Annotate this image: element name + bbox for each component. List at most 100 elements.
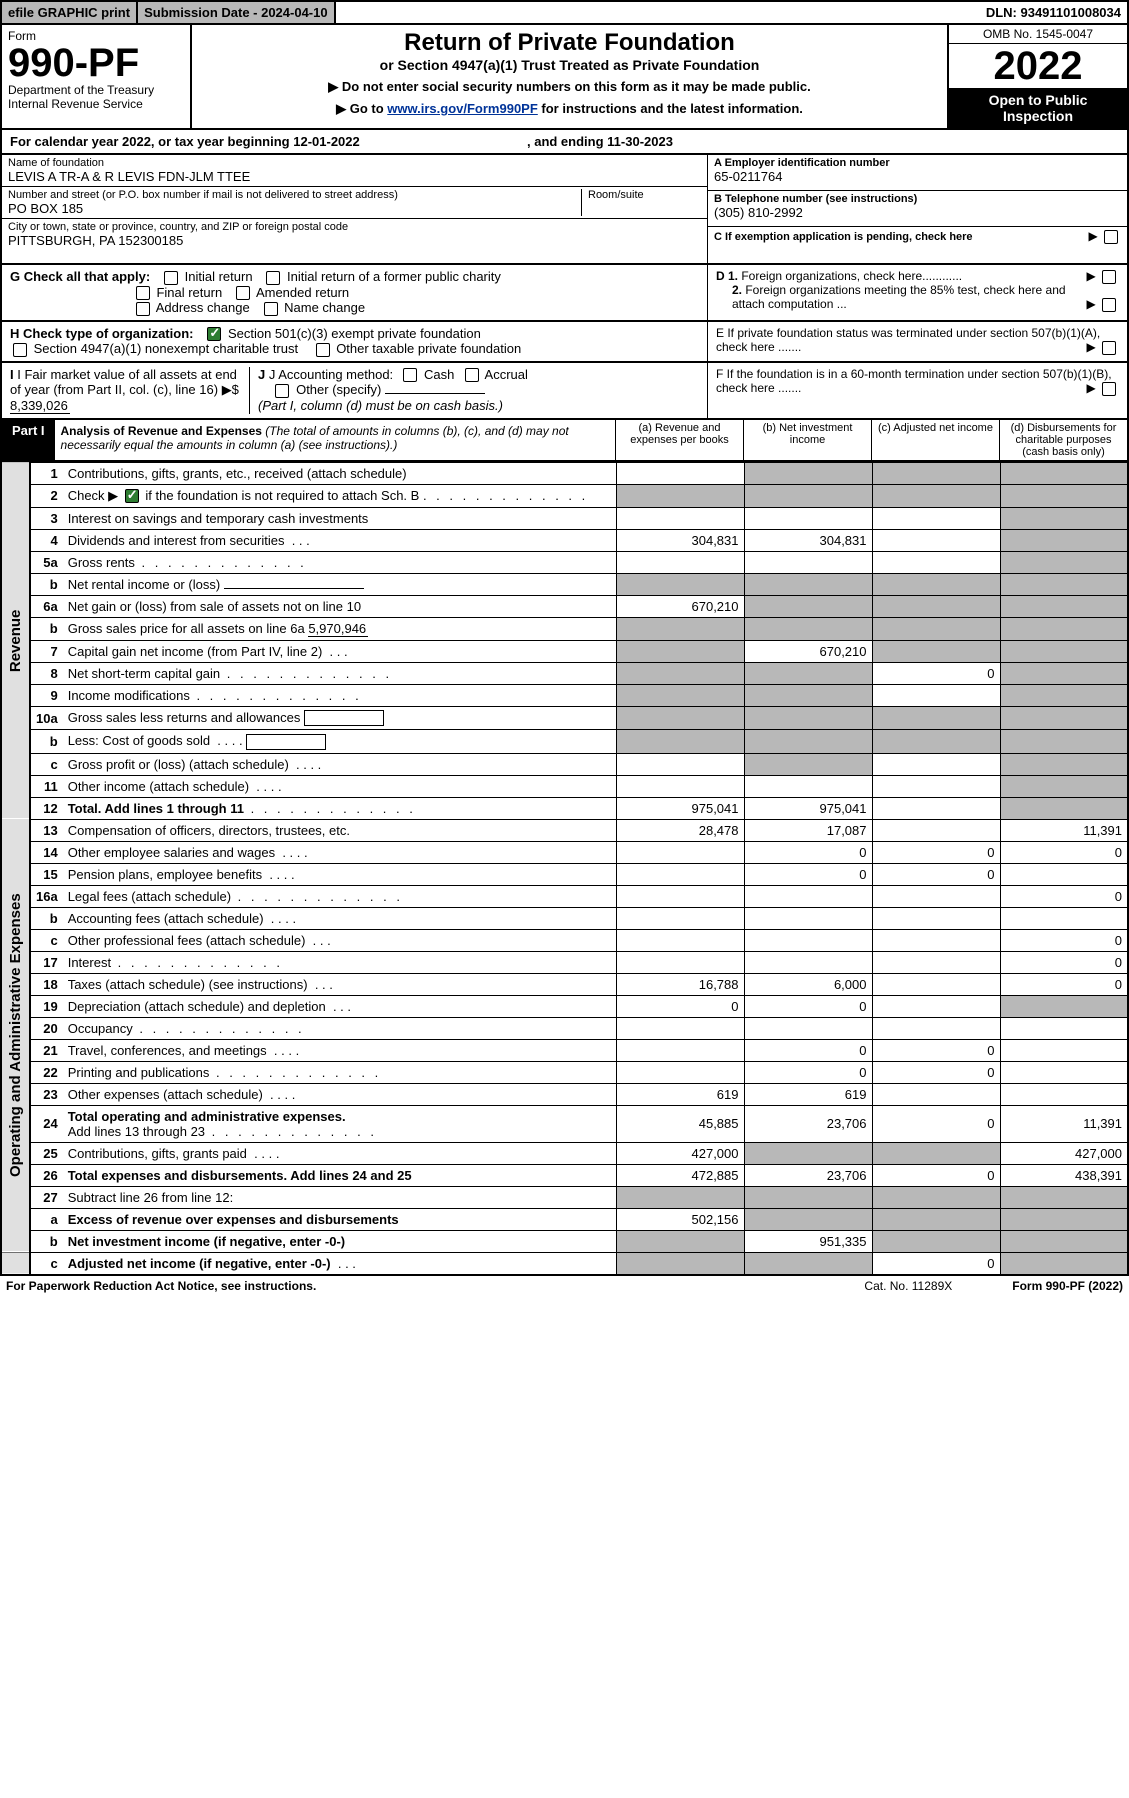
line-2: Check ▶ if the foundation is not require… bbox=[63, 484, 616, 507]
cb-501c3[interactable] bbox=[207, 327, 221, 341]
revenue-side-label: Revenue bbox=[1, 462, 30, 819]
line-16c: Other professional fees (attach schedule… bbox=[63, 929, 616, 951]
form-title: Return of Private Foundation bbox=[200, 29, 939, 57]
line-27a: Excess of revenue over expenses and disb… bbox=[63, 1208, 616, 1230]
irs-link[interactable]: www.irs.gov/Form990PF bbox=[387, 101, 538, 116]
d2-label: 2. Foreign organizations meeting the 85%… bbox=[716, 283, 1119, 311]
line-10b: Less: Cost of goods sold . . . . bbox=[63, 730, 616, 754]
line-20: Occupancy bbox=[63, 1017, 616, 1039]
dln: DLN: 93491101008034 bbox=[980, 2, 1127, 23]
line-5a: Gross rents bbox=[63, 551, 616, 573]
efile-print-button[interactable]: efile GRAPHIC print bbox=[2, 2, 138, 23]
name-label: Name of foundation bbox=[8, 157, 701, 169]
line-22: Printing and publications bbox=[63, 1061, 616, 1083]
paperwork-notice: For Paperwork Reduction Act Notice, see … bbox=[6, 1279, 316, 1293]
exemption-checkbox[interactable] bbox=[1104, 230, 1118, 244]
cb-initial[interactable] bbox=[164, 271, 178, 285]
cb-name-change[interactable] bbox=[264, 302, 278, 316]
form-ref: Form 990-PF (2022) bbox=[1012, 1279, 1123, 1293]
line-15: Pension plans, employee benefits . . . . bbox=[63, 863, 616, 885]
line-26: Total expenses and disbursements. Add li… bbox=[63, 1164, 616, 1186]
line-23: Other expenses (attach schedule) . . . . bbox=[63, 1083, 616, 1105]
foundation-name: LEVIS A TR-A & R LEVIS FDN-JLM TTEE bbox=[8, 169, 701, 184]
exemption-label: C If exemption application is pending, c… bbox=[714, 231, 973, 243]
cb-final[interactable] bbox=[136, 286, 150, 300]
col-a-header: (a) Revenue and expenses per books bbox=[615, 420, 743, 460]
phone-label: B Telephone number (see instructions) bbox=[714, 193, 1121, 205]
cb-other-method[interactable] bbox=[275, 384, 289, 398]
cb-d1[interactable] bbox=[1102, 270, 1116, 284]
room-label: Room/suite bbox=[588, 189, 701, 201]
cb-other-taxable[interactable] bbox=[316, 343, 330, 357]
calendar-year-row: For calendar year 2022, or tax year begi… bbox=[0, 130, 1129, 155]
line-6b: Gross sales price for all assets on line… bbox=[63, 617, 616, 640]
line-11: Other income (attach schedule) . . . . bbox=[63, 775, 616, 797]
city-label: City or town, state or province, country… bbox=[8, 221, 701, 233]
form-number: 990-PF bbox=[8, 43, 184, 83]
cb-f[interactable] bbox=[1102, 382, 1116, 396]
cb-e[interactable] bbox=[1102, 341, 1116, 355]
address-label: Number and street (or P.O. box number if… bbox=[8, 189, 581, 201]
line-16b: Accounting fees (attach schedule) . . . … bbox=[63, 907, 616, 929]
omb-number: OMB No. 1545-0047 bbox=[949, 25, 1127, 44]
cb-cash[interactable] bbox=[403, 368, 417, 382]
line-16a: Legal fees (attach schedule) bbox=[63, 885, 616, 907]
cb-4947[interactable] bbox=[13, 343, 27, 357]
year-end: 11-30-2023 bbox=[607, 134, 673, 149]
line-5b: Net rental income or (loss) bbox=[63, 573, 616, 595]
cb-address-change[interactable] bbox=[136, 302, 150, 316]
instruction-link: ▶ Go to www.irs.gov/Form990PF for instru… bbox=[200, 101, 939, 117]
part1-label: Part I bbox=[2, 420, 55, 460]
year-begin: 12-01-2022 bbox=[293, 134, 360, 149]
part1-header: Part I Analysis of Revenue and Expenses … bbox=[0, 420, 1129, 462]
ein: 65-0211764 bbox=[714, 169, 1121, 184]
cb-initial-former[interactable] bbox=[266, 271, 280, 285]
form-subtitle: or Section 4947(a)(1) Trust Treated as P… bbox=[200, 57, 939, 73]
line-17: Interest bbox=[63, 951, 616, 973]
cb-accrual[interactable] bbox=[465, 368, 479, 382]
section-ij-f: I I Fair market value of all assets at e… bbox=[0, 363, 1129, 420]
j-note: (Part I, column (d) must be on cash basi… bbox=[258, 398, 503, 413]
open-inspection: Open to Public Inspection bbox=[949, 88, 1127, 128]
col-d-header: (d) Disbursements for charitable purpose… bbox=[999, 420, 1127, 460]
line-6a: Net gain or (loss) from sale of assets n… bbox=[63, 595, 616, 617]
line-7: Capital gain net income (from Part IV, l… bbox=[63, 640, 616, 662]
section-g-d: G Check all that apply: Initial return I… bbox=[0, 265, 1129, 322]
line-9: Income modifications bbox=[63, 684, 616, 706]
form-header: Form 990-PF Department of the Treasury I… bbox=[0, 25, 1129, 130]
line-8: Net short-term capital gain bbox=[63, 662, 616, 684]
line-10a: Gross sales less returns and allowances bbox=[63, 706, 616, 730]
col-b-header: (b) Net investment income bbox=[743, 420, 871, 460]
line-27c: Adjusted net income (if negative, enter … bbox=[63, 1252, 616, 1275]
line-10c: Gross profit or (loss) (attach schedule)… bbox=[63, 753, 616, 775]
address: PO BOX 185 bbox=[8, 201, 581, 216]
g-label: G Check all that apply: bbox=[10, 269, 150, 284]
fmv-value: 8,339,026 bbox=[10, 398, 70, 414]
submission-date: Submission Date - 2024-04-10 bbox=[138, 2, 336, 23]
line-1: Contributions, gifts, grants, etc., rece… bbox=[63, 462, 616, 484]
cb-d2[interactable] bbox=[1102, 298, 1116, 312]
line-14: Other employee salaries and wages . . . … bbox=[63, 841, 616, 863]
h-label: H Check type of organization: bbox=[10, 326, 193, 341]
entity-info: Name of foundation LEVIS A TR-A & R LEVI… bbox=[0, 155, 1129, 265]
city-state-zip: PITTSBURGH, PA 152300185 bbox=[8, 233, 701, 248]
phone: (305) 810-2992 bbox=[714, 205, 1121, 220]
tax-year: 2022 bbox=[949, 44, 1127, 88]
line-27: Subtract line 26 from line 12: bbox=[63, 1186, 616, 1208]
section-h-e: H Check type of organization: Section 50… bbox=[0, 322, 1129, 363]
line-4: Dividends and interest from securities .… bbox=[63, 529, 616, 551]
e-label: E If private foundation status was termi… bbox=[716, 326, 1100, 354]
line-12: Total. Add lines 1 through 11 bbox=[63, 797, 616, 819]
page-footer: For Paperwork Reduction Act Notice, see … bbox=[0, 1276, 1129, 1295]
top-bar: efile GRAPHIC print Submission Date - 20… bbox=[0, 0, 1129, 25]
d1-label: D 1. Foreign organizations, check here..… bbox=[716, 269, 1119, 283]
line-25: Contributions, gifts, grants paid . . . … bbox=[63, 1142, 616, 1164]
cb-schb[interactable] bbox=[125, 489, 139, 503]
ein-label: A Employer identification number bbox=[714, 157, 1121, 169]
line-13: Compensation of officers, directors, tru… bbox=[63, 819, 616, 841]
col-c-header: (c) Adjusted net income bbox=[871, 420, 999, 460]
i-label: I Fair market value of all assets at end… bbox=[10, 367, 237, 397]
cb-amended[interactable] bbox=[236, 286, 250, 300]
part1-title: Analysis of Revenue and Expenses bbox=[61, 424, 262, 438]
f-label: F If the foundation is in a 60-month ter… bbox=[716, 367, 1112, 395]
